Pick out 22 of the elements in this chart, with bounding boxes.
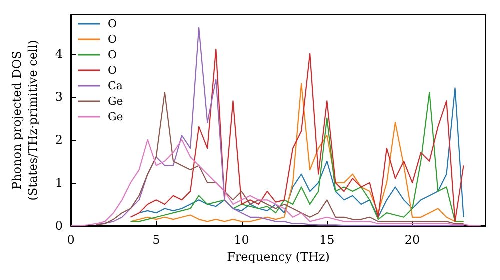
y-tick-label: 1 [55,176,63,190]
legend-label: O [108,48,118,62]
line-series [96,27,464,226]
x-tick-label: 0 [67,233,75,247]
y-tick-label: 0 [55,219,63,233]
line-series [130,48,464,222]
y-tick-label: 3 [55,90,63,104]
legend-label: Ge [108,110,124,124]
legend-label: Ca [108,80,124,92]
y-tick-label: 2 [55,132,63,147]
legend-label: Ge [108,95,124,108]
legend-label: O [108,64,118,77]
x-axis-title: Frequency (THz) [227,250,330,264]
y-tick-label: 4 [55,46,64,61]
x-tick-label: 20 [404,233,420,247]
x-tick-label: 15 [320,233,335,247]
legend-label: O [108,18,118,30]
legend-label: O [108,33,118,46]
line-series [70,139,482,227]
x-tick-label: 10 [234,233,250,247]
x-tick-label: 5 [152,233,160,247]
y-axis-title: Phonon projected DOS (States/THz·primitive cell) [10,40,40,201]
